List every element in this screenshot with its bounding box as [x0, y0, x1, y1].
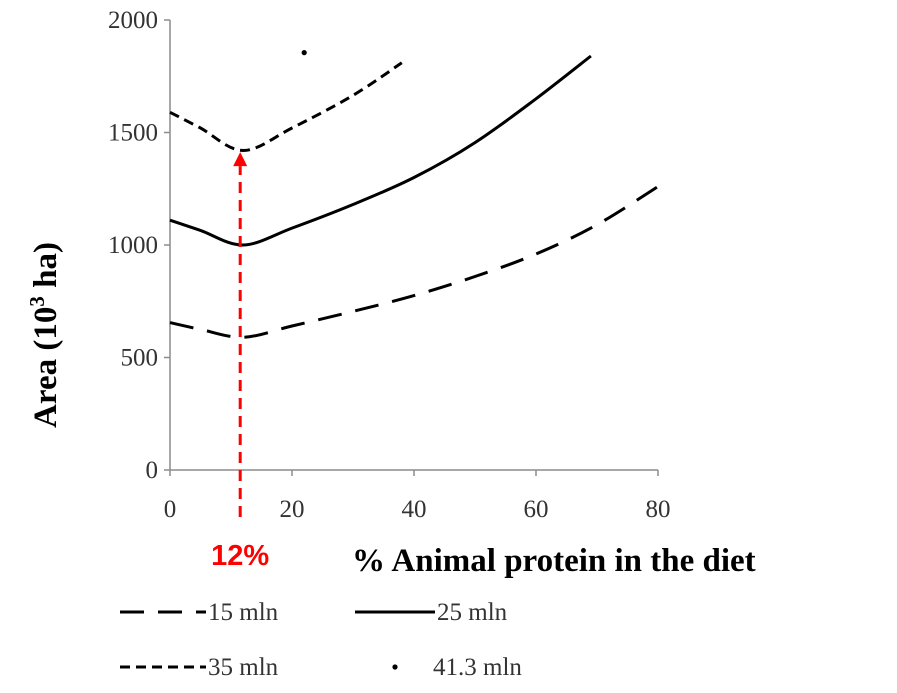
axes: 0 500 1000 1500 2000 0 20 40 60 80: [108, 7, 671, 523]
x-tick-label: 60: [524, 496, 549, 523]
series-line-15-mln: [169, 185, 659, 339]
legend-label-41-3-mln: 41.3 mln: [433, 654, 522, 681]
y-axis-title: Area (103 ha): [25, 242, 64, 428]
legend-swatch-41-3-mln: [392, 664, 398, 670]
y-tick-label: 0: [146, 457, 159, 484]
series-line-35-mln: [169, 61, 403, 153]
x-tick-label: 20: [280, 496, 305, 523]
y-tick-label: 500: [121, 345, 159, 372]
plot-area: [169, 50, 659, 339]
x-axis-title: % Animal protein in the diet: [352, 543, 756, 579]
legend-label-35-mln: 35 mln: [208, 654, 279, 681]
x-tick-label: 80: [646, 496, 671, 523]
y-tick-label: 2000: [108, 7, 158, 34]
annotation: 12%: [211, 152, 269, 572]
y-tick-label: 1000: [108, 232, 158, 259]
legend: 15 mln 25 mln 35 mln 41.3 mln: [120, 599, 522, 681]
y-axis-title-main: Area (10: [28, 307, 64, 428]
annotation-label: 12%: [211, 540, 269, 572]
y-tick-label: 1500: [108, 120, 158, 147]
annotation-arrow-head: [233, 152, 248, 167]
series-line-25-mln: [169, 54, 592, 247]
y-axis-title-superscript: 3: [25, 296, 49, 307]
x-tick-label: 40: [402, 496, 427, 523]
x-tick-label: 0: [164, 496, 177, 523]
legend-label-15-mln: 15 mln: [208, 599, 279, 626]
y-axis-title-tail: ha): [28, 242, 64, 296]
series-point-41-3-mln: [301, 50, 307, 56]
legend-label-25-mln: 25 mln: [437, 599, 508, 626]
